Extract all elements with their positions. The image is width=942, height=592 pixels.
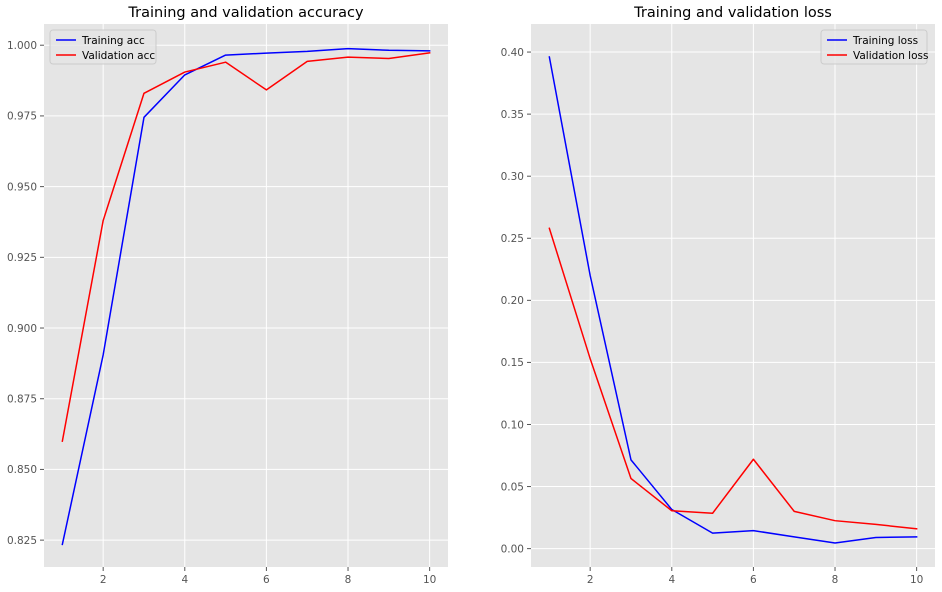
x-tick-label: 4	[668, 574, 675, 586]
y-tick-label: 0.975	[7, 111, 37, 123]
y-tick-label: 0.850	[7, 464, 37, 476]
y-tick-label: 0.00	[501, 543, 524, 555]
chart-title: Training and validation loss	[633, 5, 832, 21]
x-tick-label: 8	[345, 574, 352, 586]
y-tick-label: 0.825	[7, 535, 37, 547]
y-tick-label: 0.925	[7, 252, 37, 264]
y-tick-label: 0.30	[501, 171, 524, 183]
series-line-validation-loss	[548, 227, 918, 530]
chart-title: Training and validation accuracy	[127, 5, 364, 21]
series-line-validation-acc	[61, 52, 431, 443]
y-tick-label: 0.900	[7, 323, 37, 335]
y-tick-label: 1.000	[7, 40, 37, 52]
legend-label: Validation acc	[82, 50, 155, 62]
legend-label: Validation loss	[853, 50, 928, 62]
legend-label: Training acc	[81, 35, 145, 47]
legend-label: Training loss	[852, 35, 918, 47]
legend-box	[49, 29, 157, 65]
y-tick-label: 0.20	[501, 295, 524, 307]
legend-box	[820, 29, 928, 65]
chart-loss: 0.00 0.05 0.10 0.15 0.20 0.25 0.30 0.35 0.40 2 4 6 8…	[501, 5, 935, 586]
x-tick-label: 6	[750, 574, 757, 586]
x-tick-label: 6	[263, 574, 270, 586]
legend: Training loss Validation loss	[820, 29, 928, 65]
series-line-training-loss	[548, 56, 918, 544]
y-tick-label: 0.950	[7, 181, 37, 193]
x-tick-label: 8	[832, 574, 839, 586]
x-tick-label: 2	[587, 574, 594, 586]
plot-area-accuracy	[44, 24, 448, 567]
series-line-training-acc	[61, 47, 431, 546]
x-tick-label: 4	[181, 574, 188, 586]
x-tick-label: 10	[423, 574, 436, 586]
y-tick-label: 0.10	[501, 419, 524, 431]
y-tick-label: 0.05	[501, 481, 524, 493]
x-tick-label: 2	[100, 574, 107, 586]
y-tick-label: 0.40	[501, 47, 524, 59]
x-tick-label: 10	[910, 574, 923, 586]
chart-accuracy: 0.825 0.850 0.875 0.900 0.925 0.950 0.975 1.000…	[7, 5, 448, 586]
y-tick-label: 0.35	[501, 109, 524, 121]
legend: Training acc Validation acc	[49, 29, 157, 65]
y-tick-label: 0.875	[7, 394, 37, 406]
y-tick-label: 0.25	[501, 233, 524, 245]
y-tick-label: 0.15	[501, 357, 524, 369]
